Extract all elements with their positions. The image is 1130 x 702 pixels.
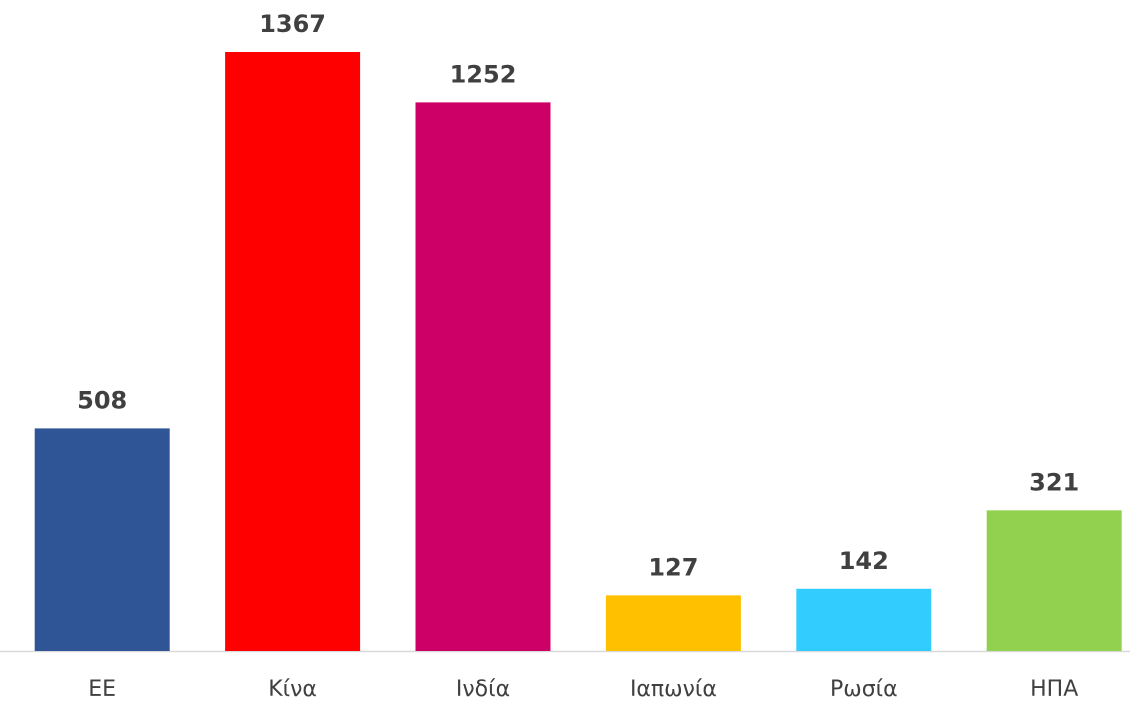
bar: [34, 428, 170, 651]
x-tick-label: ΗΠΑ: [1030, 677, 1078, 702]
data-label: 1367: [259, 10, 326, 38]
x-tick-label: Ρωσία: [830, 677, 898, 702]
data-label: 321: [1029, 468, 1079, 496]
bar: [605, 595, 741, 651]
x-tick-label: Κίνα: [268, 677, 317, 702]
x-tick-label: ΕΕ: [88, 677, 116, 702]
bar: [986, 510, 1122, 651]
bar: [415, 102, 551, 652]
x-tick-label: Ινδία: [456, 677, 510, 702]
bar: [225, 52, 361, 651]
bar: [796, 588, 932, 651]
x-tick-label: Ιαπωνία: [630, 677, 717, 702]
data-label: 1252: [450, 60, 517, 88]
data-label: 127: [648, 553, 698, 581]
data-label: 508: [77, 386, 127, 414]
data-label: 142: [839, 547, 889, 575]
